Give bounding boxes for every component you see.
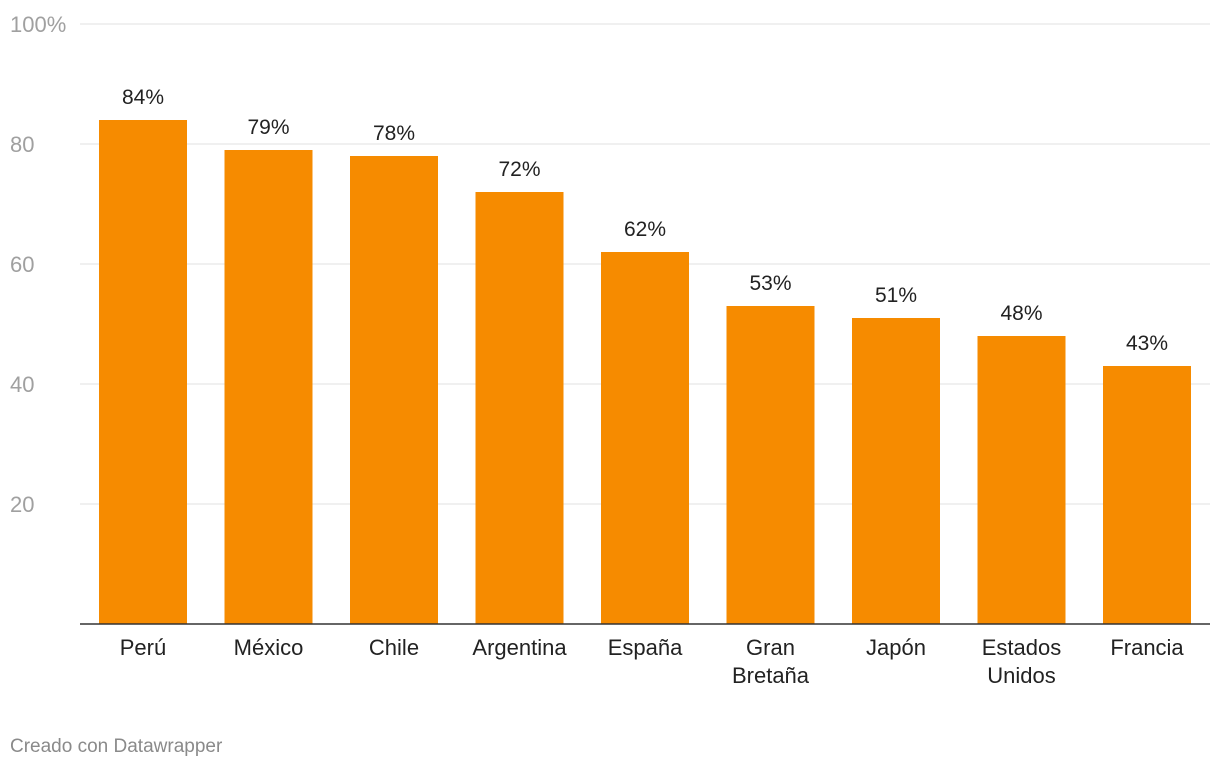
x-tick-label: Perú: [120, 635, 166, 660]
bars: [99, 120, 1191, 624]
x-tick-label: España: [608, 635, 683, 660]
bar-value-label: 78%: [373, 122, 415, 145]
x-tick-label: Chile: [369, 635, 419, 660]
bar-value-label: 79%: [247, 116, 289, 139]
y-tick-label: 60: [10, 252, 34, 277]
bar-value-label: 53%: [749, 272, 791, 295]
bar-value-label: 43%: [1126, 332, 1168, 355]
y-tick-label: 40: [10, 372, 34, 397]
bar-value-label: 48%: [1000, 302, 1042, 325]
x-tick-label: Estados Unidos: [982, 635, 1062, 688]
y-tick-label: 20: [10, 492, 34, 517]
x-tick-label: Francia: [1110, 635, 1184, 660]
bar: [224, 150, 313, 624]
bar-value-label: 72%: [498, 158, 540, 181]
bar-value-label: 51%: [875, 284, 917, 307]
y-tick-label: 100%: [10, 12, 66, 37]
bar: [601, 252, 689, 624]
bar-value-label: 84%: [122, 86, 164, 109]
bar: [1103, 366, 1191, 624]
x-axis: Perú México Chile Argentina España Gran Bretañ…: [80, 623, 1210, 688]
bar: [726, 306, 815, 624]
x-tick-label: Japón: [866, 635, 926, 660]
bar-value-label: 62%: [624, 218, 666, 241]
bar: [977, 336, 1066, 624]
x-tick-label: México: [234, 635, 304, 660]
x-tick-label: Argentina: [472, 635, 567, 660]
bar: [852, 318, 940, 624]
bar: [99, 120, 187, 624]
x-tick-label: Gran Bretaña: [732, 635, 810, 688]
bar: [475, 192, 564, 624]
value-labels: 84% 79% 78% 72% 62% 53% 51% 48% 43%: [122, 86, 1168, 355]
y-tick-label: 80: [10, 132, 34, 157]
datawrapper-credit: Creado con Datawrapper: [10, 736, 223, 757]
bar: [350, 156, 438, 624]
